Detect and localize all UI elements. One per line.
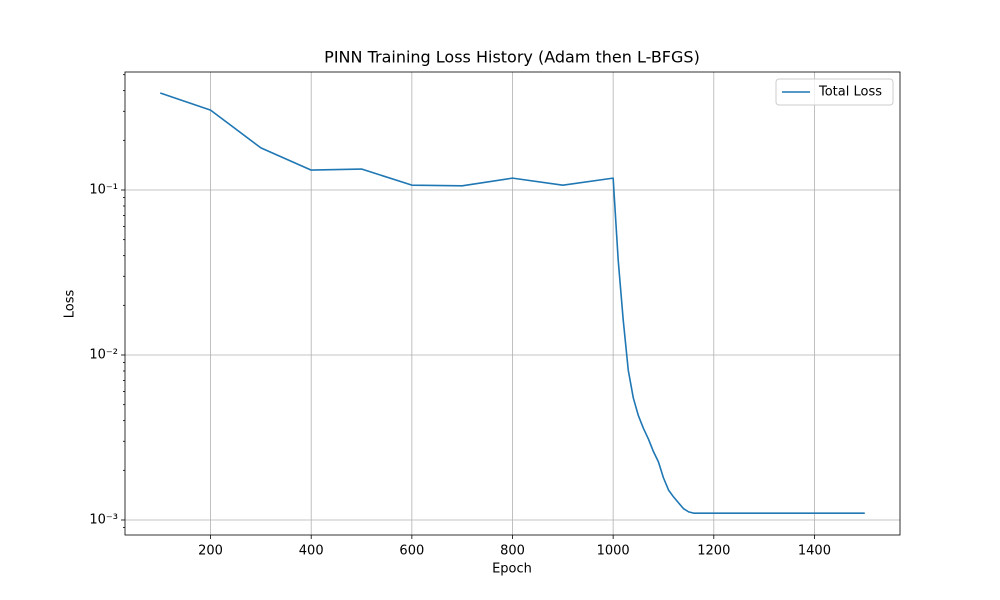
legend-box: [775, 78, 894, 106]
line-series: [159, 92, 865, 514]
x-tick-label: 600: [399, 544, 424, 559]
y-tick-label: 10⁻¹: [89, 182, 118, 197]
grid: [125, 72, 900, 535]
legend-label: Total Loss: [818, 85, 882, 100]
x-tick-label: 1000: [597, 544, 630, 559]
y-tick-label: 10⁻²: [89, 347, 118, 362]
chart-title: PINN Training Loss History (Adam then L-…: [324, 48, 700, 67]
x-tick-label: 1200: [697, 544, 730, 559]
x-tick-label: 800: [500, 544, 525, 559]
x-tick-label: 1400: [798, 544, 831, 559]
x-axis-label: Epoch: [492, 562, 532, 577]
x-tick-label: 400: [299, 544, 324, 559]
x-tick-label: 200: [198, 544, 223, 559]
plot: [159, 92, 865, 514]
y-tick-label: 10⁻³: [89, 512, 118, 527]
y-axis-label: Loss: [63, 290, 78, 319]
